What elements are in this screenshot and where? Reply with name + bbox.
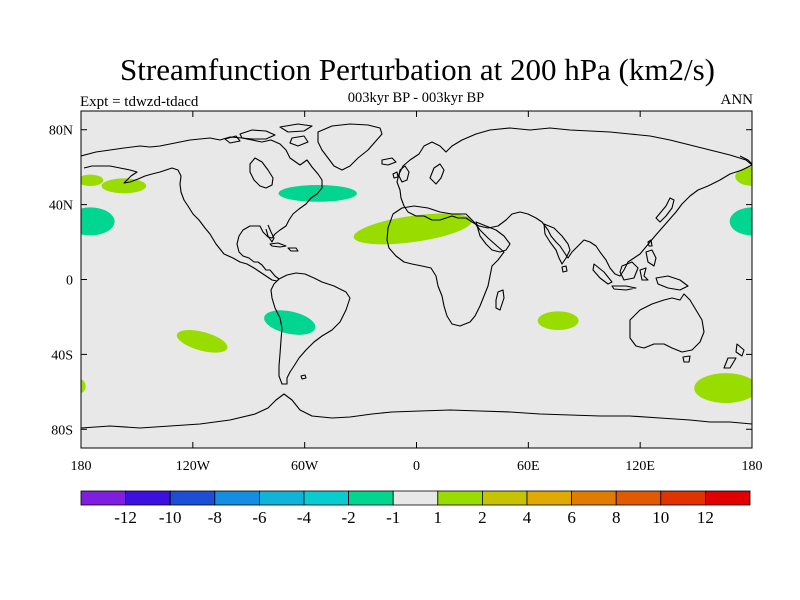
lat-tick-label: 40N (49, 199, 73, 214)
coastlines (81, 123, 752, 429)
colorbar-label: -12 (114, 508, 137, 527)
anomaly-south-pacific-cell (176, 329, 228, 353)
coast-new-zealand (723, 343, 745, 369)
coast-florida (265, 224, 275, 243)
coast-madagascar (495, 289, 505, 311)
colorbar-swatch (705, 490, 751, 506)
lat-tick-label: 80N (49, 124, 73, 139)
colorbar: -12 -10 -8 -6 -4 -2 -1 1 2 4 6 8 10 12 (80, 490, 751, 527)
colorbar-swatch (258, 490, 305, 506)
lat-tick-label: 80S (51, 423, 73, 438)
anomaly-north-pacific-lobe (101, 178, 147, 194)
coast-south-america (270, 272, 351, 385)
colorbar-label: -2 (342, 508, 356, 527)
coast-caribbean (269, 242, 299, 252)
map-subtitle: 003kyr BP - 003kyr BP (347, 90, 485, 106)
anomaly-west-pacific-cell (729, 207, 752, 236)
colorbar-swatch (303, 490, 349, 506)
coast-arctic-islands (224, 123, 313, 147)
map-background (81, 111, 752, 448)
lat-tick-label: 0 (66, 274, 73, 289)
coast-arabia (475, 221, 511, 253)
colorbar-label: 8 (612, 508, 621, 527)
colorbar-label: 1 (434, 508, 443, 527)
coast-java (611, 285, 637, 291)
axis-ticks: 80N 40N 0 40S 80S 180 120W 60W 0 60E 120E 180 (49, 111, 763, 474)
anomaly-south-pacific-edge (81, 379, 86, 393)
colorbar-label: -10 (159, 508, 182, 527)
season-label: ANN (720, 92, 754, 108)
coast-india (543, 223, 571, 265)
colorbar-swatch (125, 490, 171, 506)
coast-sri-lanka (561, 265, 568, 273)
anomaly-indian-ocean-cell (537, 311, 579, 331)
colorbar-label: -6 (252, 508, 266, 527)
coast-greenland (317, 123, 383, 171)
colorbar-label: 4 (523, 508, 532, 527)
colorbar-swatch (348, 490, 394, 506)
coast-britain (392, 165, 410, 183)
coast-sulawesi (639, 267, 649, 281)
coast-north-america (81, 136, 323, 282)
anomaly-southwest-pacific-cell (694, 373, 752, 404)
lat-tick-label: 40S (51, 348, 73, 363)
colorbar-swatch (571, 490, 617, 506)
coast-tasmania (682, 355, 691, 363)
anomaly-south-america-cell (264, 310, 316, 335)
colorbar-swatch (481, 490, 528, 506)
colorbar-swatch (80, 490, 126, 506)
coast-falklands (300, 374, 307, 380)
colorbar-label: -4 (297, 508, 312, 527)
coast-borneo (619, 261, 639, 281)
colorbar-label: 10 (652, 508, 669, 527)
coast-philippines (645, 239, 657, 267)
lon-tick-label: 0 (413, 459, 420, 474)
colorbar-swatch (169, 490, 216, 506)
lon-tick-label: 120W (176, 459, 211, 474)
coast-australia (629, 293, 705, 353)
colorbar-swatch (437, 490, 483, 506)
lon-tick-label: 60W (291, 459, 319, 474)
colorbar-label: 2 (478, 508, 487, 527)
lon-tick-label: 180 (742, 459, 763, 474)
map-title: Streamfunction Perturbation at 200 hPa (… (120, 52, 715, 87)
colorbar-label: -1 (386, 508, 400, 527)
colorbar-swatch (526, 490, 572, 506)
anomaly-kamchatka-cell (735, 167, 752, 186)
coast-antarctica (81, 393, 752, 429)
coast-africa (386, 205, 505, 327)
experiment-label: Expt = tdwzd-tdacd (80, 94, 199, 110)
anomaly-subtropical-atlantic-cell (353, 213, 472, 245)
anomaly-east-pacific-cell (81, 207, 115, 236)
colorbar-label: 12 (697, 508, 714, 527)
coast-japan (655, 197, 675, 223)
colorbar-swatch (214, 490, 260, 506)
colorbar-label: 6 (567, 508, 576, 527)
coast-east-siberia-edge (739, 155, 752, 165)
lon-tick-label: 120E (625, 459, 655, 474)
anomaly-north-pacific-west-lobe (81, 174, 104, 186)
coast-baltic (429, 163, 445, 185)
coast-sumatra (592, 263, 613, 285)
colorbar-swatch (392, 490, 439, 506)
colorbar-swatch (615, 490, 662, 506)
lon-tick-label: 60E (517, 459, 540, 474)
colorbar-label: -8 (208, 508, 222, 527)
coast-iceland (381, 157, 397, 166)
colorbar-swatch (660, 490, 706, 506)
coast-hudson-bay (249, 157, 274, 189)
anomaly-layer (81, 167, 752, 404)
coast-new-guinea (655, 275, 689, 291)
lon-tick-label: 180 (71, 459, 92, 474)
